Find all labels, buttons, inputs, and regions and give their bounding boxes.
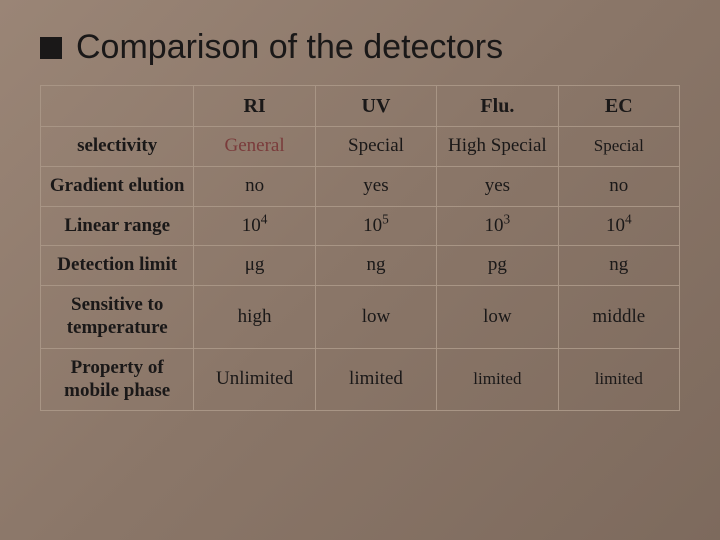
slide-title: Comparison of the detectors xyxy=(76,28,503,67)
table-row: selectivityGeneralSpecialHigh SpecialSpe… xyxy=(41,127,680,167)
row-label: Gradient elution xyxy=(41,166,194,206)
table-cell: middle xyxy=(558,286,679,349)
table-row: Gradient elutionnoyesyesno xyxy=(41,166,680,206)
table-body: RIUVFlu.ECselectivityGeneralSpecialHigh … xyxy=(41,86,680,411)
table-cell: no xyxy=(194,166,315,206)
table-cell: Special xyxy=(558,127,679,167)
table-cell: low xyxy=(315,286,436,349)
table-cell: 104 xyxy=(558,206,679,246)
table-cell: high xyxy=(194,286,315,349)
table-cell: yes xyxy=(315,166,436,206)
comparison-table: RIUVFlu.ECselectivityGeneralSpecialHigh … xyxy=(40,85,680,411)
table-row: Property of mobile phaseUnlimitedlimited… xyxy=(41,348,680,411)
table-row: Sensitive to temperaturehighlowlowmiddle xyxy=(41,286,680,349)
table-cell: yes xyxy=(437,166,558,206)
header-cell: Flu. xyxy=(437,86,558,127)
header-cell: UV xyxy=(315,86,436,127)
table-cell: High Special xyxy=(437,127,558,167)
row-label: Sensitive to temperature xyxy=(41,286,194,349)
row-label: Detection limit xyxy=(41,246,194,286)
table-cell: General xyxy=(194,127,315,167)
header-cell: EC xyxy=(558,86,679,127)
header-cell: RI xyxy=(194,86,315,127)
title-row: Comparison of the detectors xyxy=(40,28,680,67)
table-cell: ng xyxy=(315,246,436,286)
table-cell: no xyxy=(558,166,679,206)
slide: Comparison of the detectors RIUVFlu.ECse… xyxy=(0,0,720,540)
table-cell: pg xyxy=(437,246,558,286)
table-cell: Special xyxy=(315,127,436,167)
table-cell: 104 xyxy=(194,206,315,246)
table-row: Linear range104105103104 xyxy=(41,206,680,246)
table-cell: Unlimited xyxy=(194,348,315,411)
table-cell: limited xyxy=(315,348,436,411)
row-label: Linear range xyxy=(41,206,194,246)
table-cell: limited xyxy=(437,348,558,411)
table-cell: 105 xyxy=(315,206,436,246)
table-header-row: RIUVFlu.EC xyxy=(41,86,680,127)
row-label: selectivity xyxy=(41,127,194,167)
table-row: Detection limitμgngpgng xyxy=(41,246,680,286)
table-cell: 103 xyxy=(437,206,558,246)
square-bullet-icon xyxy=(40,37,62,59)
header-empty xyxy=(41,86,194,127)
table-cell: limited xyxy=(558,348,679,411)
table-cell: μg xyxy=(194,246,315,286)
row-label: Property of mobile phase xyxy=(41,348,194,411)
table-cell: low xyxy=(437,286,558,349)
table-cell: ng xyxy=(558,246,679,286)
